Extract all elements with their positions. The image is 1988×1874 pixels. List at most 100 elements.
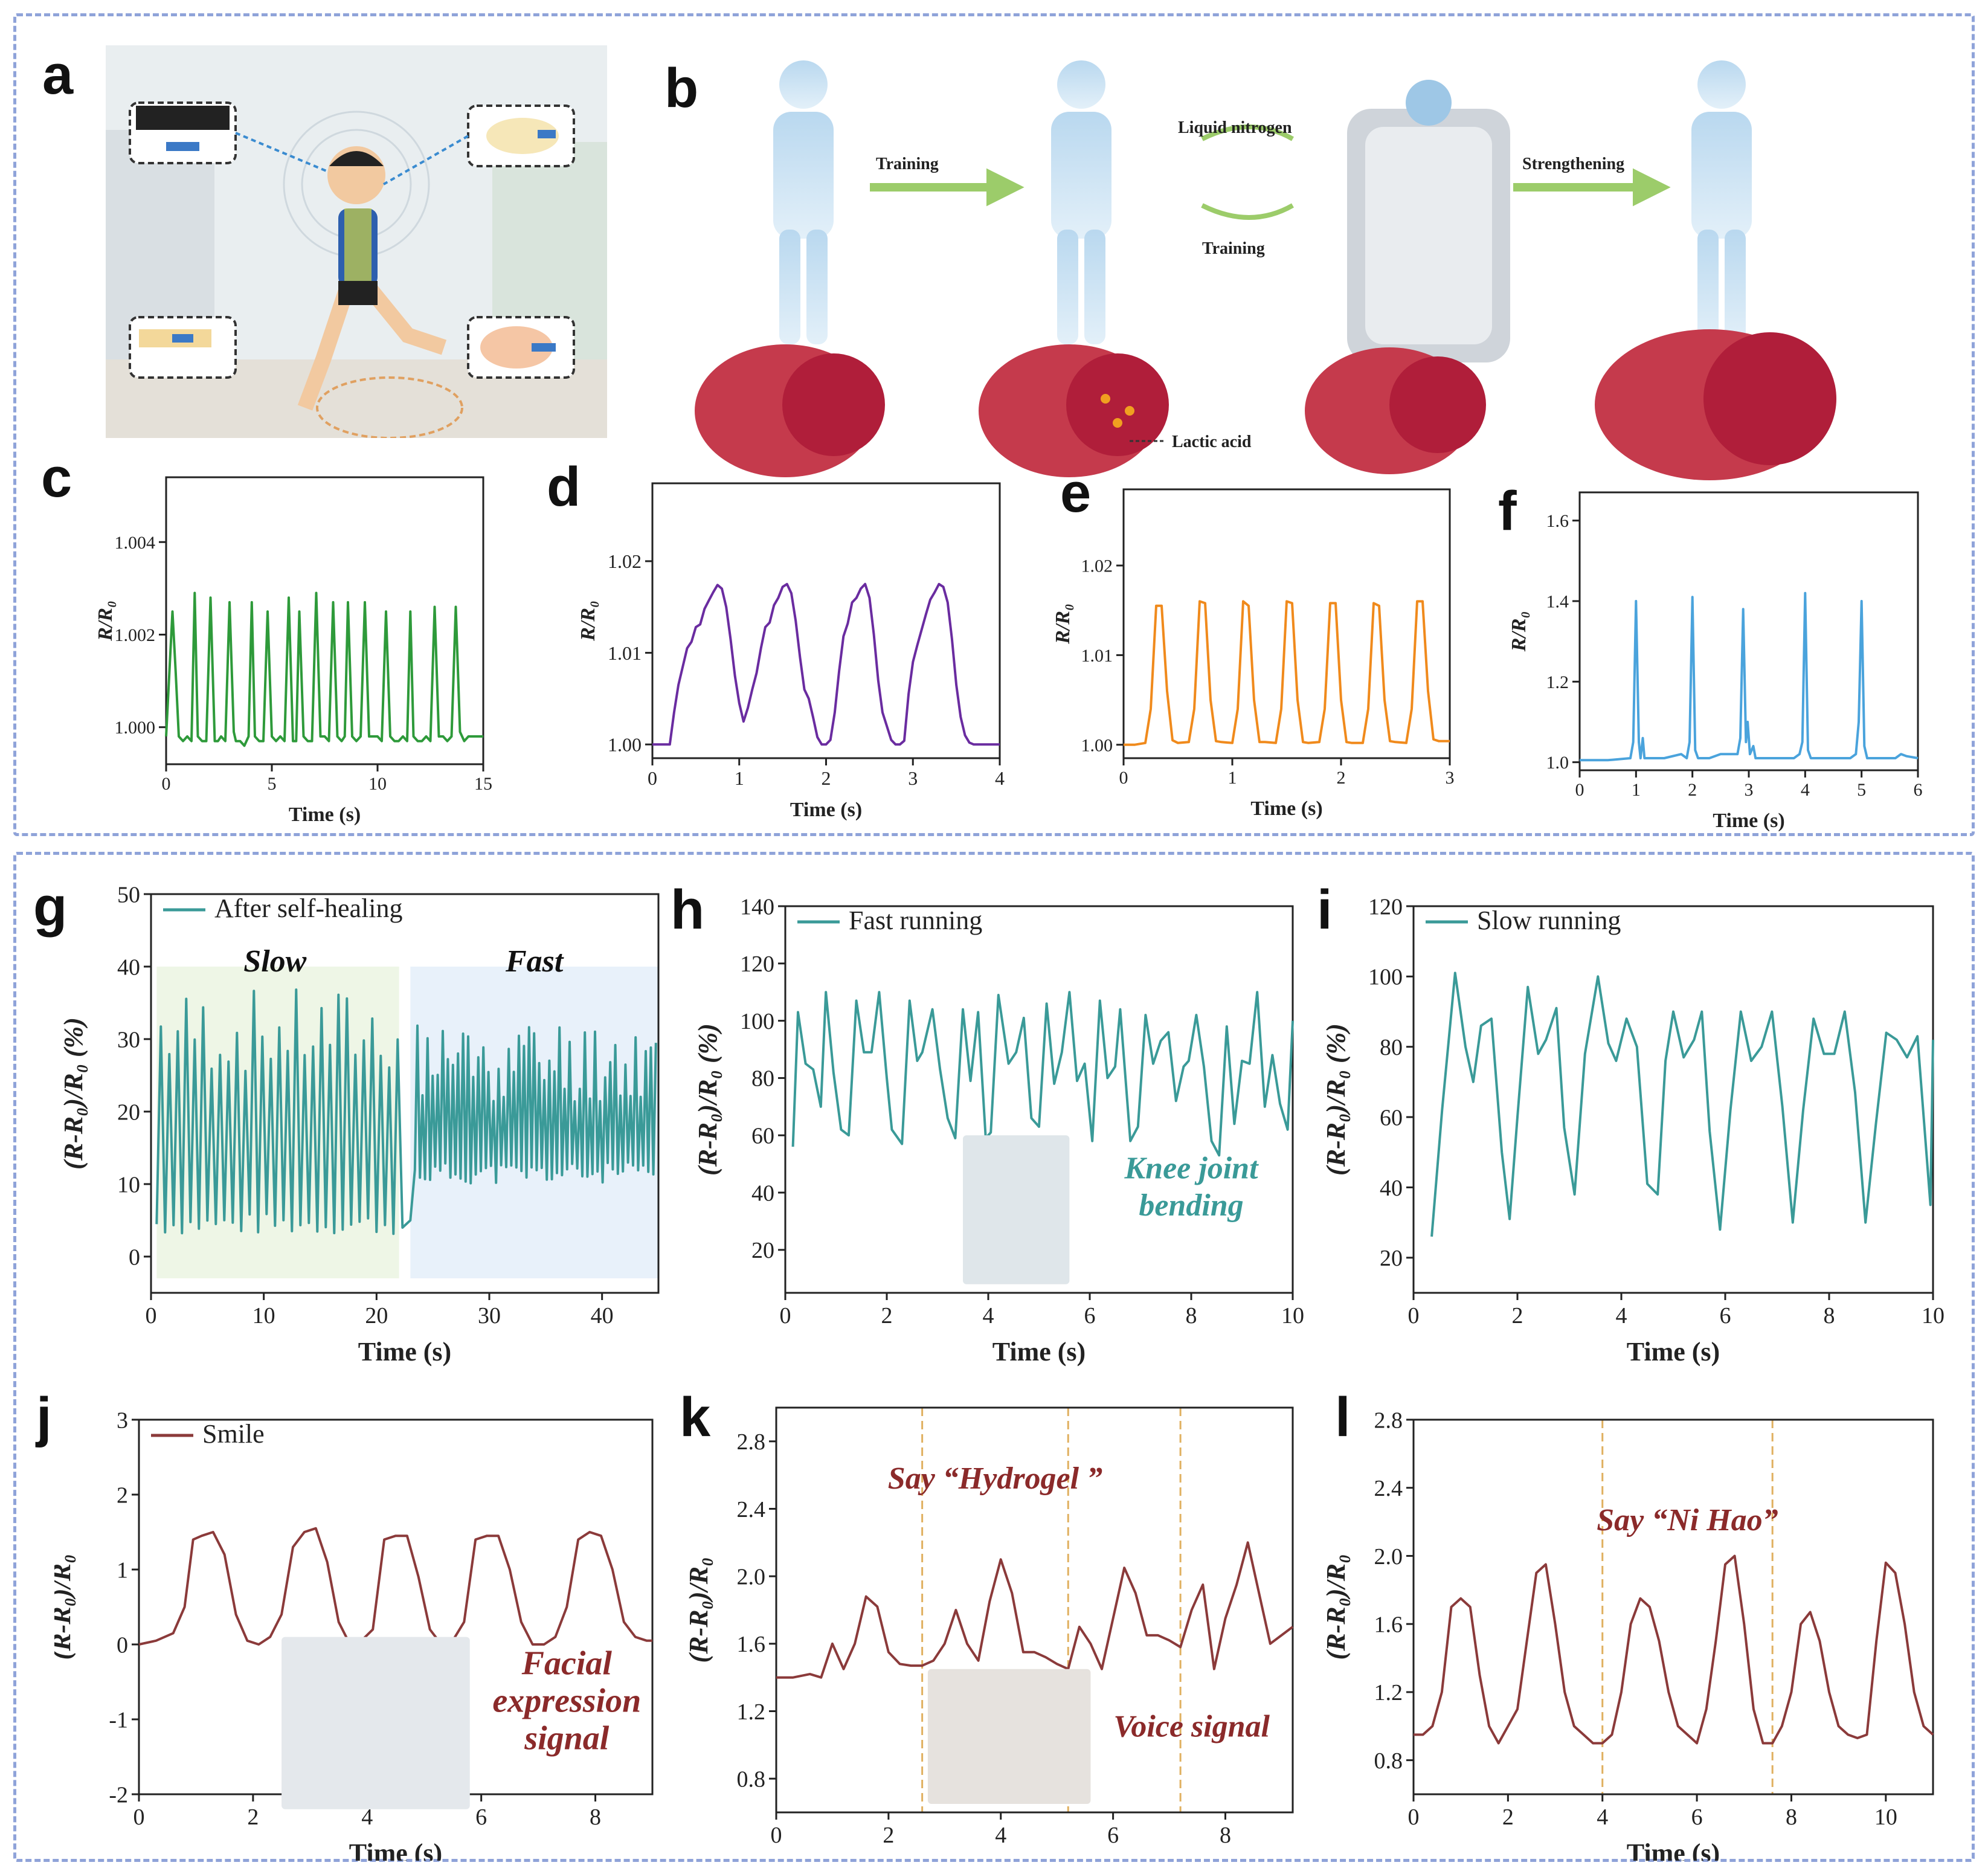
chart-h: 0 2 4 6 8 10 20 40 60 80 100 120 140 Time (s) (R-R₀)/R… xyxy=(693,894,1304,1367)
series-line xyxy=(1124,600,1450,746)
y-tick-label: 20 xyxy=(117,1100,140,1125)
chart-f: 0 1 2 3 4 5 6 1.0 1.2 1.4 1.6 Time (s) R/R₀ xyxy=(1508,491,1923,832)
x-tick-label: 4 xyxy=(995,767,1005,789)
y-tick-label: 1.2 xyxy=(737,1699,766,1725)
x-tick-label: 6 xyxy=(1691,1805,1703,1830)
x-tick-label: 0 xyxy=(771,1823,782,1848)
y-tick-label: 2.8 xyxy=(737,1429,766,1455)
y-axis-label: (R-R₀)/R₀ xyxy=(54,1554,76,1660)
x-tick-label: 10 xyxy=(1874,1805,1897,1830)
x-tick-label: 5 xyxy=(268,774,277,794)
series-line xyxy=(652,582,1000,746)
x-axis-label: Time (s) xyxy=(358,1337,451,1367)
y-tick-label: 1.000 xyxy=(115,718,156,738)
x-tick-label: 6 xyxy=(1914,780,1923,800)
y-tick-label: 2 xyxy=(117,1483,128,1508)
panel-label-a: a xyxy=(42,44,74,106)
y-tick-label: 1.01 xyxy=(608,642,642,664)
y-tick-label: -2 xyxy=(109,1782,128,1808)
x-tick-label: 1 xyxy=(1228,768,1237,788)
x-tick-label: 8 xyxy=(1824,1303,1835,1328)
y-axis-label: R/R₀ xyxy=(94,601,117,642)
series-line xyxy=(1414,1554,1934,1745)
human-figure-2 xyxy=(1051,60,1111,344)
annotation-slow: Slow xyxy=(243,944,306,979)
panel-label-b: b xyxy=(664,57,699,119)
y-tick-label: 1.004 xyxy=(115,533,156,553)
y-tick-label: 0.8 xyxy=(1374,1748,1403,1774)
x-tick-label: 3 xyxy=(1446,768,1455,788)
y-tick-label: 1.01 xyxy=(1081,646,1113,666)
y-tick-label: 0 xyxy=(117,1632,128,1658)
y-tick-label: 120 xyxy=(740,951,774,977)
series-line xyxy=(776,1541,1294,1679)
y-tick-label: 3 xyxy=(117,1408,128,1433)
x-tick-label: 0 xyxy=(780,1303,791,1328)
legend-label: Slow running xyxy=(1477,906,1621,935)
x-tick-label: 4 xyxy=(995,1823,1006,1848)
y-tick-label: 1.6 xyxy=(1546,511,1569,531)
y-tick-label: 0 xyxy=(129,1245,140,1270)
x-tick-label: 10 xyxy=(1922,1303,1945,1328)
panel-label-k: k xyxy=(680,1386,711,1448)
y-tick-label: 1.00 xyxy=(1081,735,1113,755)
x-tick-label: 10 xyxy=(1281,1303,1304,1328)
y-tick-label: 40 xyxy=(117,955,140,980)
x-axis-label: Time (s) xyxy=(988,1856,1081,1861)
x-tick-label: 8 xyxy=(1786,1805,1797,1830)
plot-frame xyxy=(165,476,484,765)
y-tick-label: 10 xyxy=(117,1172,140,1197)
x-tick-label: 6 xyxy=(1084,1303,1096,1328)
x-tick-label: 0 xyxy=(1119,768,1128,788)
figure-frame-bottom xyxy=(13,852,1975,1862)
annotation-knee-joint: Knee joint xyxy=(1124,1151,1259,1185)
y-tick-label: 60 xyxy=(1380,1105,1403,1130)
y-tick-label: 1.4 xyxy=(1546,592,1569,612)
y-tick-label: 30 xyxy=(117,1027,140,1052)
y-axis-label: (R-R₀)/R₀ xyxy=(1321,1554,1351,1660)
annotation-facial-line-0: Facial xyxy=(521,1645,613,1682)
arrow-cycle-top xyxy=(1201,124,1294,141)
annotation-bending: bending xyxy=(1139,1188,1243,1223)
y-tick-label: 60 xyxy=(751,1124,774,1149)
y-tick-label: -1 xyxy=(109,1707,128,1733)
plot-frame xyxy=(775,1406,1294,1814)
x-tick-label: 0 xyxy=(1575,780,1584,800)
y-tick-label: 80 xyxy=(751,1066,774,1092)
plot-frame xyxy=(784,905,1294,1294)
series-line xyxy=(1430,971,1934,1237)
arrow-training xyxy=(870,168,1025,207)
x-tick-label: 2 xyxy=(883,1823,894,1848)
plot-frame xyxy=(150,893,660,1294)
knee-photo xyxy=(963,1135,1070,1284)
x-tick-label: 6 xyxy=(475,1805,487,1830)
x-tick-label: 10 xyxy=(368,774,387,794)
x-tick-label: 3 xyxy=(1745,780,1754,800)
y-axis-label: (R-R₀)/R₀ (%) xyxy=(59,1017,88,1170)
y-tick-label: 2.4 xyxy=(1374,1476,1403,1501)
cryo-chamber xyxy=(1347,80,1510,362)
series-line xyxy=(791,991,1294,1157)
chart-d: 0 1 2 3 4 1.00 1.01 1.02 Time (s) R/R₀ xyxy=(577,482,1005,821)
y-tick-label: 1.6 xyxy=(1374,1612,1403,1637)
y-tick-label: 140 xyxy=(740,894,774,919)
y-tick-label: 1.2 xyxy=(1374,1680,1403,1705)
y-tick-label: 1.0 xyxy=(1546,753,1569,773)
x-tick-label: 10 xyxy=(253,1303,275,1328)
y-tick-label: 100 xyxy=(1368,965,1403,990)
panel-b-schematic: Training Liquid nitrogen Training Streng… xyxy=(695,48,1963,483)
x-tick-label: 4 xyxy=(1801,780,1810,800)
x-tick-label: 0 xyxy=(648,767,657,789)
x-tick-label: 20 xyxy=(365,1303,388,1328)
chart-g: 0 10 20 30 40 0 10 20 30 40 50 Time (s) (R-R₀)/R₀ (%… xyxy=(59,882,660,1367)
y-axis-label: (R-R₀)/R₀ (%) xyxy=(693,1023,722,1176)
x-tick-label: 0 xyxy=(133,1805,145,1830)
x-tick-label: 2 xyxy=(881,1303,893,1328)
legend-label: Smile xyxy=(202,1419,265,1449)
x-tick-label: 0 xyxy=(1408,1805,1420,1830)
y-axis-label: R/R₀ xyxy=(1052,604,1074,645)
x-tick-label: 4 xyxy=(361,1805,373,1830)
x-tick-label: 0 xyxy=(1408,1303,1420,1328)
y-tick-label: 2.0 xyxy=(1374,1544,1403,1570)
annotation-facial-line-1: expression xyxy=(492,1682,641,1720)
